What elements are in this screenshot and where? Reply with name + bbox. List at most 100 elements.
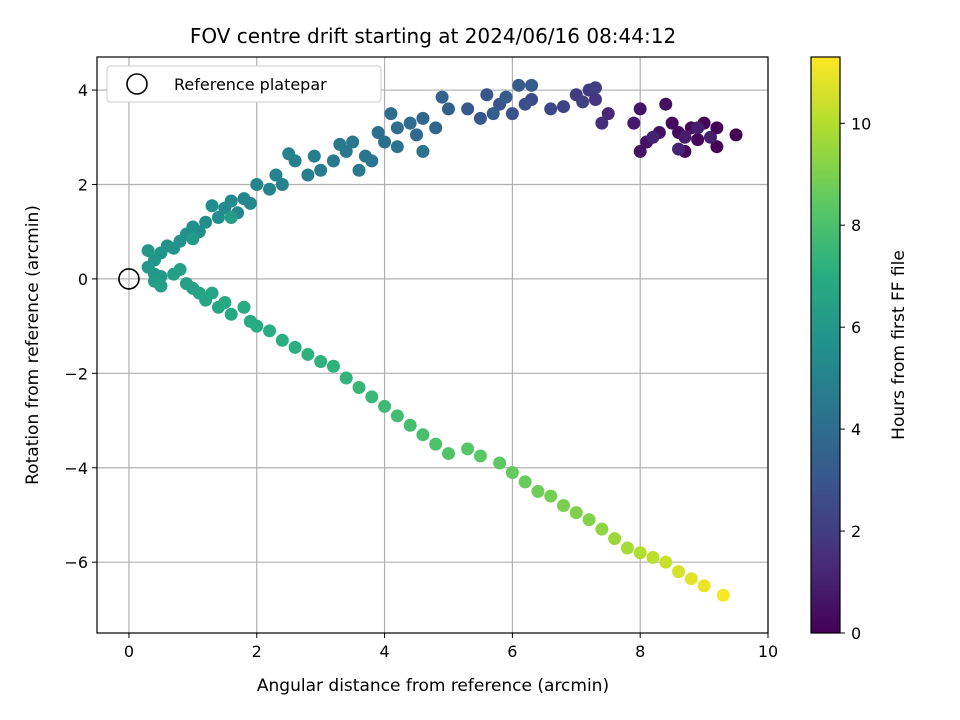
data-point — [218, 201, 232, 215]
data-point — [269, 168, 283, 182]
plot-frame — [96, 56, 769, 634]
data-point — [250, 177, 264, 191]
data-point — [326, 359, 340, 373]
data-point — [390, 140, 404, 154]
data-point — [595, 116, 609, 130]
data-point — [703, 130, 717, 144]
data-point — [499, 90, 513, 104]
data-point — [473, 111, 487, 125]
data-point — [224, 211, 238, 225]
data-point — [505, 465, 519, 479]
data-points — [141, 78, 743, 602]
data-point — [435, 90, 449, 104]
y-tick-label: −4 — [64, 459, 88, 478]
data-point — [390, 409, 404, 423]
data-point — [461, 442, 475, 456]
x-tick-label: 2 — [252, 642, 262, 661]
data-point — [633, 144, 647, 158]
data-point — [365, 390, 379, 404]
data-point — [390, 121, 404, 135]
data-point — [710, 140, 724, 154]
colorbar-tick-label: 2 — [851, 522, 861, 541]
data-point — [633, 102, 647, 116]
data-point — [684, 572, 698, 586]
plot-background — [97, 57, 768, 633]
legend-marker — [126, 73, 148, 95]
data-point — [710, 121, 724, 135]
data-point — [416, 111, 430, 125]
data-point — [429, 121, 443, 135]
data-point — [480, 88, 494, 102]
x-tick-label: 6 — [507, 642, 517, 661]
data-point — [659, 555, 673, 569]
y-tick-label: −6 — [64, 553, 88, 572]
data-point — [250, 319, 264, 333]
data-point — [473, 449, 487, 463]
data-point — [633, 546, 647, 560]
y-tick-label: 4 — [78, 81, 88, 100]
data-point — [544, 489, 558, 503]
data-point — [403, 418, 417, 432]
data-point — [691, 121, 705, 135]
colorbar-tick-label: 10 — [851, 114, 871, 133]
data-point — [557, 499, 571, 513]
colorbar-tick-label: 0 — [851, 624, 861, 643]
data-point — [352, 163, 366, 177]
data-point — [218, 296, 232, 310]
data-point — [595, 522, 609, 536]
data-point — [237, 192, 251, 206]
legend-box — [106, 65, 382, 103]
data-point — [282, 147, 296, 161]
colorbar: 0 2 4 6 8 10 Hours from first FF file — [810, 56, 909, 643]
colorbar-ticks: 0 2 4 6 8 10 — [840, 114, 871, 643]
colorbar-label: Hours from first FF file — [889, 250, 909, 440]
data-point — [307, 149, 321, 163]
data-point — [301, 168, 315, 182]
x-axis-label: Angular distance from reference (arcmin) — [257, 676, 609, 696]
data-point — [301, 347, 315, 361]
legend-label: Reference platepar — [174, 75, 327, 94]
data-point — [288, 340, 302, 354]
y-tick-label: 0 — [78, 270, 88, 289]
data-point — [371, 126, 385, 140]
data-point — [275, 177, 289, 191]
data-point — [205, 286, 219, 300]
x-tick-label: 8 — [635, 642, 645, 661]
data-point — [378, 399, 392, 413]
data-point — [505, 107, 519, 121]
data-point — [691, 133, 705, 147]
data-point — [576, 95, 590, 109]
y-tick-label: −2 — [64, 364, 88, 383]
y-axis-label: Rotation from reference (arcmin) — [23, 205, 43, 485]
data-point — [154, 279, 168, 293]
y-tick-label: 2 — [78, 175, 88, 194]
data-point — [665, 116, 679, 130]
data-point — [339, 371, 353, 385]
colorbar-gradient — [810, 56, 841, 634]
data-point — [441, 102, 455, 116]
data-point — [588, 92, 602, 106]
data-point — [518, 97, 532, 111]
data-point — [429, 437, 443, 451]
data-point — [384, 107, 398, 121]
data-point — [627, 116, 641, 130]
y-axis-ticks: −6 −4 −2 0 2 4 — [64, 81, 97, 572]
data-point — [582, 513, 596, 527]
colorbar-tick-label: 6 — [851, 318, 861, 337]
data-point — [333, 137, 347, 151]
legend: Reference platepar — [106, 65, 382, 103]
data-point — [173, 262, 187, 276]
data-point — [493, 456, 507, 470]
data-point — [646, 130, 660, 144]
data-point — [620, 541, 634, 555]
data-point — [263, 324, 277, 338]
data-point — [237, 300, 251, 314]
data-point — [416, 428, 430, 442]
data-point — [141, 244, 155, 258]
data-point — [314, 163, 328, 177]
data-point — [557, 100, 571, 114]
x-axis-ticks: 0 2 4 6 8 10 — [124, 633, 778, 661]
data-point — [729, 128, 743, 142]
data-point — [416, 144, 430, 158]
